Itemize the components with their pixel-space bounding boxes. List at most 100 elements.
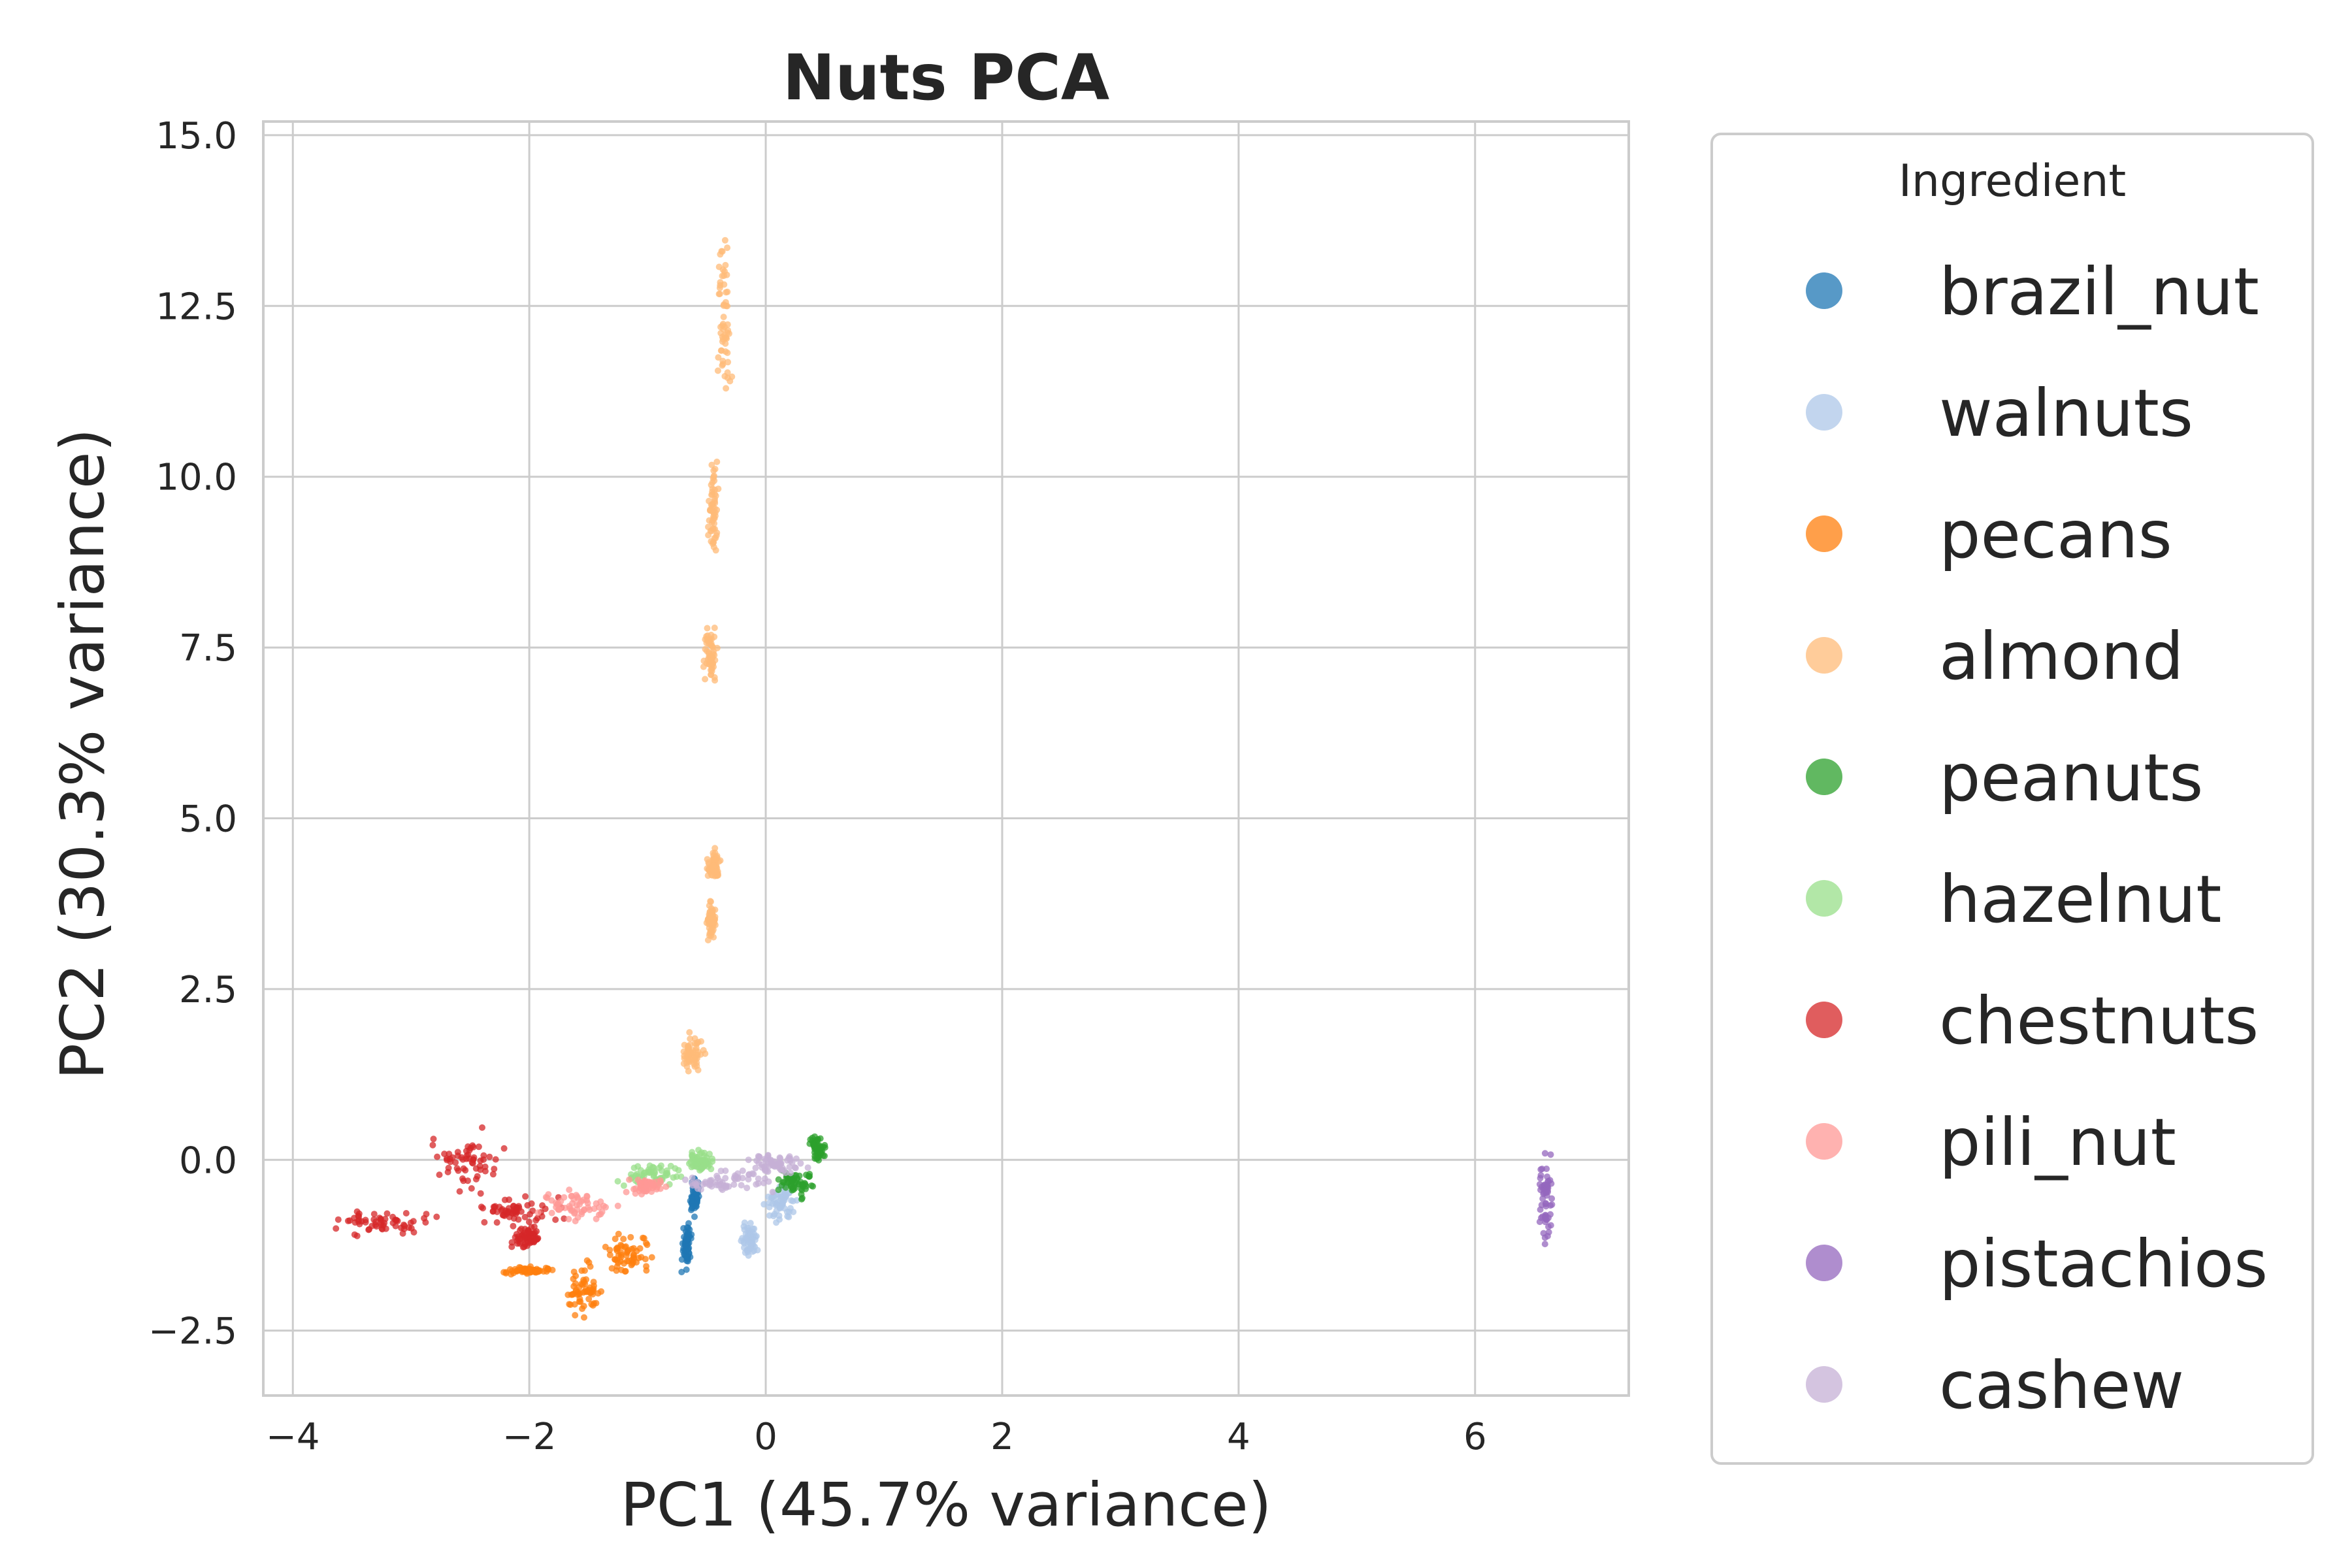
data-point bbox=[372, 1218, 379, 1226]
data-point bbox=[747, 1231, 755, 1238]
data-point bbox=[534, 1209, 542, 1216]
data-point bbox=[640, 1172, 647, 1179]
y-axis-label: PC2 (30.3% variance) bbox=[48, 429, 118, 1080]
data-point bbox=[528, 1200, 535, 1207]
data-point bbox=[542, 1205, 549, 1213]
data-point bbox=[640, 1234, 646, 1241]
data-point bbox=[486, 1153, 493, 1160]
x-tick-label: −2 bbox=[502, 1416, 557, 1458]
data-point bbox=[662, 1183, 670, 1190]
legend-label-pili_nut: pili_nut bbox=[1939, 1104, 2176, 1181]
data-point bbox=[670, 1174, 677, 1181]
data-point bbox=[475, 1143, 482, 1151]
data-point bbox=[776, 1212, 783, 1219]
data-point bbox=[708, 657, 714, 664]
y-tick-label: 15.0 bbox=[155, 115, 237, 157]
data-point bbox=[704, 625, 711, 632]
data-point bbox=[702, 676, 709, 683]
data-point bbox=[732, 1176, 739, 1183]
data-point bbox=[716, 284, 723, 291]
data-point bbox=[788, 1183, 794, 1190]
data-point bbox=[790, 1209, 797, 1215]
data-point bbox=[807, 1136, 814, 1143]
series-pecans bbox=[500, 1230, 655, 1321]
data-point bbox=[581, 1206, 588, 1213]
data-point bbox=[765, 1193, 772, 1200]
data-point bbox=[779, 1199, 786, 1206]
data-point bbox=[552, 1216, 559, 1223]
x-tick-label: 6 bbox=[1463, 1416, 1487, 1458]
data-point bbox=[747, 1220, 754, 1227]
data-point bbox=[548, 1197, 555, 1204]
data-point bbox=[702, 1157, 709, 1164]
data-point bbox=[630, 1164, 638, 1171]
data-point bbox=[755, 1175, 762, 1183]
data-point bbox=[715, 485, 722, 493]
data-point bbox=[708, 631, 715, 638]
data-point bbox=[707, 913, 714, 920]
data-point bbox=[694, 1039, 702, 1045]
data-point bbox=[514, 1267, 520, 1274]
x-axis-ticks: −4 −2 0 2 4 6 bbox=[266, 1416, 1487, 1458]
data-point bbox=[576, 1201, 583, 1208]
data-point bbox=[764, 1152, 772, 1159]
data-point bbox=[512, 1233, 519, 1241]
data-point bbox=[512, 1210, 519, 1217]
data-point bbox=[351, 1231, 358, 1238]
data-point bbox=[501, 1196, 508, 1203]
data-point bbox=[489, 1171, 497, 1178]
data-point bbox=[493, 1208, 500, 1215]
data-point bbox=[399, 1230, 406, 1237]
data-point bbox=[760, 1201, 768, 1208]
data-point bbox=[719, 320, 727, 327]
data-point bbox=[799, 1181, 806, 1188]
data-point bbox=[621, 1260, 627, 1267]
data-point bbox=[583, 1192, 591, 1200]
data-point bbox=[710, 539, 717, 546]
data-point bbox=[814, 1142, 821, 1149]
series-walnuts bbox=[738, 1183, 800, 1259]
data-point bbox=[706, 1177, 713, 1184]
data-point bbox=[569, 1291, 576, 1298]
legend-marker-peanuts bbox=[1806, 759, 1842, 795]
data-point bbox=[460, 1165, 467, 1172]
legend-label-brazil_nut: brazil_nut bbox=[1939, 253, 2259, 330]
data-point bbox=[556, 1206, 563, 1213]
data-point bbox=[516, 1227, 523, 1234]
data-point bbox=[1543, 1166, 1550, 1172]
data-point bbox=[618, 1252, 625, 1258]
data-point bbox=[355, 1213, 363, 1220]
data-point bbox=[1548, 1195, 1556, 1202]
data-point bbox=[527, 1267, 534, 1275]
data-point bbox=[762, 1167, 769, 1174]
data-point bbox=[719, 1186, 726, 1194]
y-tick-label: 0.0 bbox=[179, 1139, 237, 1182]
data-point bbox=[449, 1154, 456, 1161]
data-point bbox=[691, 1213, 698, 1220]
data-point bbox=[675, 1167, 682, 1174]
data-point bbox=[768, 1157, 775, 1164]
data-point bbox=[649, 1184, 656, 1192]
data-point bbox=[739, 1168, 746, 1174]
x-tick-label: 0 bbox=[754, 1416, 777, 1458]
series-chestnuts bbox=[333, 1124, 568, 1250]
data-point bbox=[589, 1302, 596, 1309]
data-point bbox=[688, 1198, 695, 1205]
data-point bbox=[685, 1250, 693, 1257]
data-point bbox=[434, 1153, 441, 1160]
data-point bbox=[743, 1184, 751, 1192]
data-point bbox=[711, 625, 718, 631]
data-point bbox=[581, 1267, 588, 1274]
data-point bbox=[685, 1224, 692, 1232]
legend-label-walnuts: walnuts bbox=[1939, 375, 2193, 451]
data-point bbox=[452, 1159, 459, 1166]
data-point bbox=[480, 1205, 487, 1212]
data-point bbox=[1543, 1183, 1550, 1190]
data-point bbox=[792, 1155, 800, 1162]
data-point bbox=[708, 666, 714, 674]
data-point bbox=[402, 1210, 410, 1217]
data-point bbox=[477, 1190, 484, 1197]
data-point bbox=[745, 1176, 752, 1183]
